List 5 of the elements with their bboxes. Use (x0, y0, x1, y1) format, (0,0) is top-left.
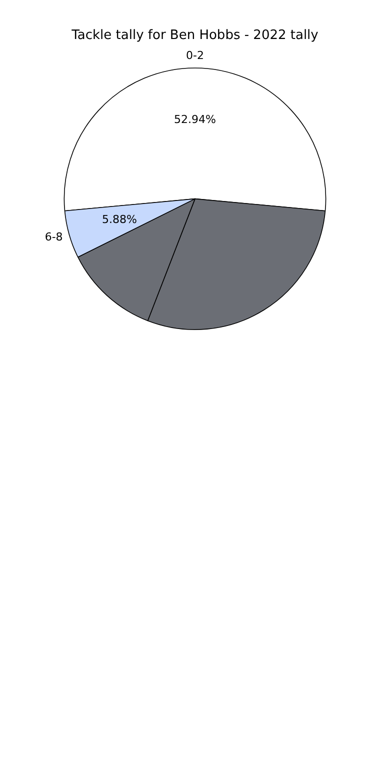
slice-label: 6-8 (44, 230, 63, 244)
data-label: 5.88% (102, 213, 137, 226)
chart-title: Tackle tally for Ben Hobbs - 2022 tally (70, 28, 319, 44)
data-label: 52.94% (174, 113, 216, 126)
slice-label: 0-2 (186, 48, 204, 62)
